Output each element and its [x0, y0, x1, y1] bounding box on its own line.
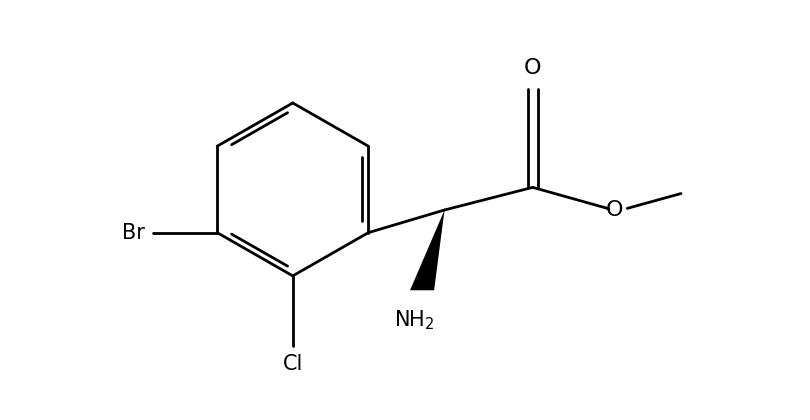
Text: O: O [606, 200, 623, 220]
Text: Cl: Cl [283, 354, 303, 374]
Text: NH$_2$: NH$_2$ [394, 309, 434, 332]
Polygon shape [410, 210, 445, 290]
Text: Br: Br [122, 223, 145, 243]
Text: O: O [524, 58, 541, 78]
